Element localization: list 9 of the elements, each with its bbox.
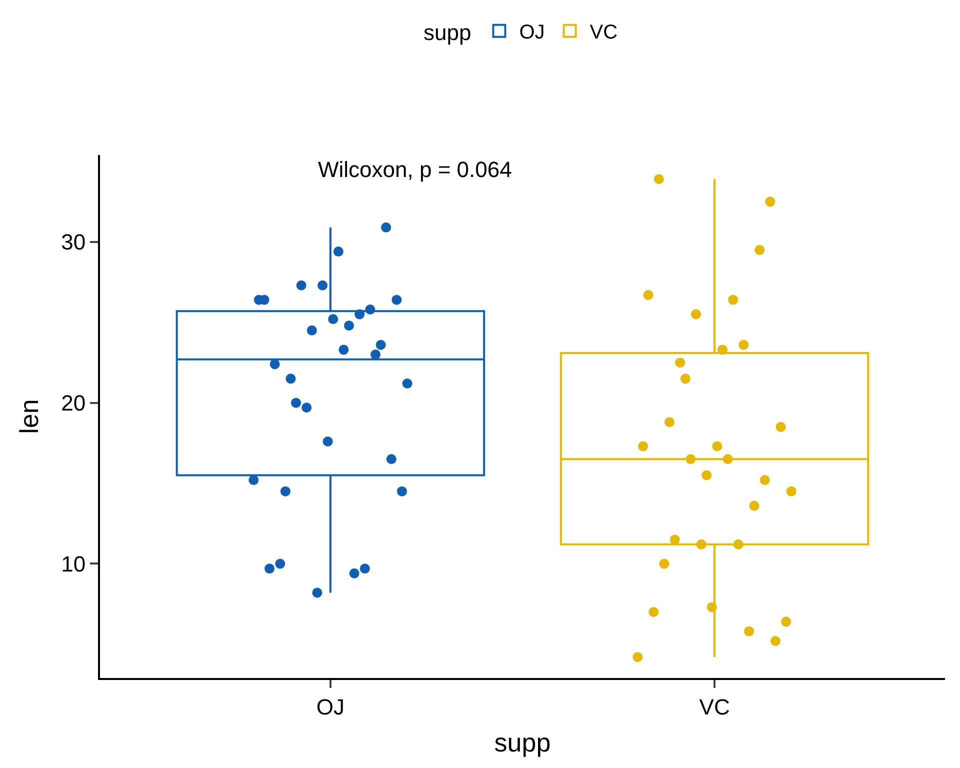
- legend-label: OJ: [519, 22, 545, 44]
- annotation: Wilcoxon, p = 0.064: [318, 157, 512, 182]
- y-tick-label: 20: [61, 390, 86, 416]
- legend-title: supp: [424, 20, 472, 45]
- legend-label: VC: [590, 22, 618, 44]
- y-tick-label: 30: [61, 230, 86, 255]
- y-axis-title: len: [14, 399, 44, 434]
- x-axis-title: supp: [494, 728, 551, 758]
- y-tick-label: 10: [61, 551, 86, 576]
